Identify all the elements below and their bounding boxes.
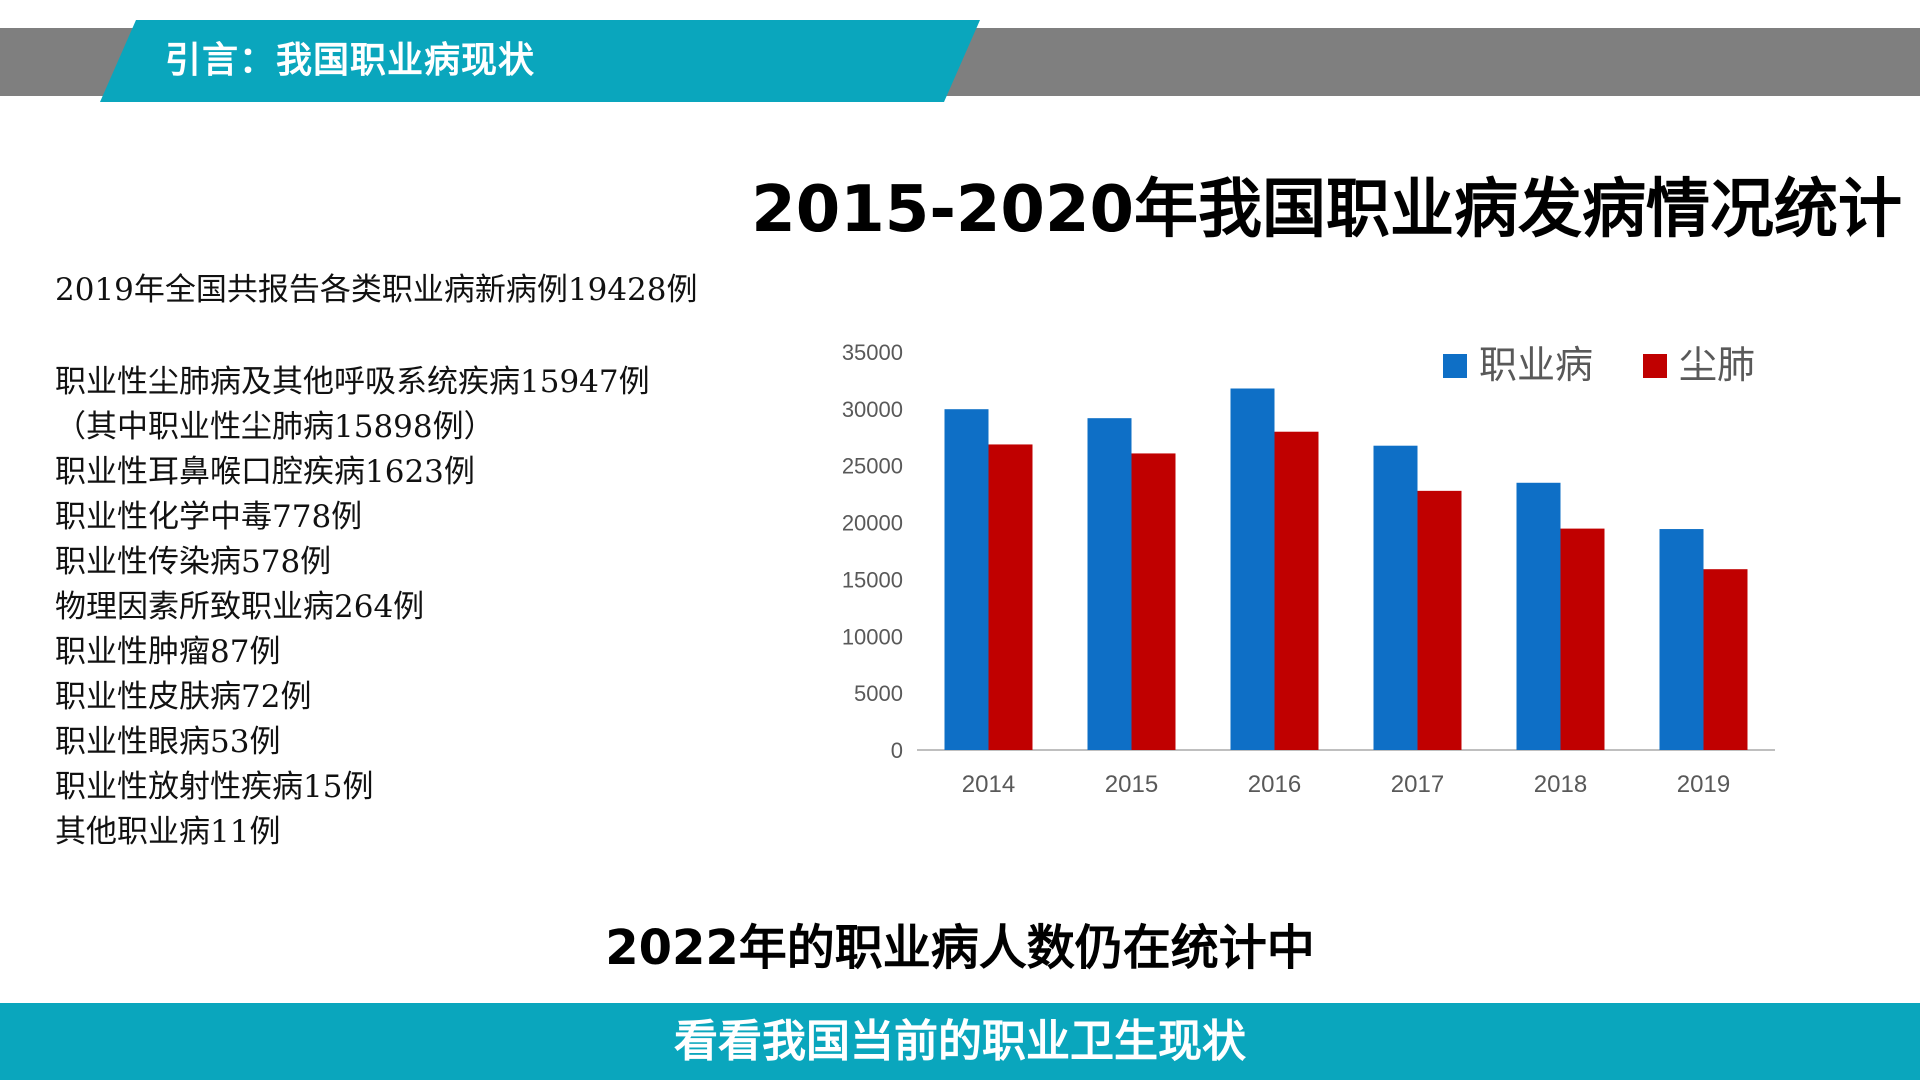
x-tick-label: 2015 (1105, 771, 1158, 798)
x-tick-label: 2017 (1391, 771, 1444, 798)
footer-banner-band (0, 1003, 1920, 1080)
x-tick-label: 2018 (1534, 771, 1587, 798)
bar-occupational-disease (1516, 482, 1561, 750)
list-item: 职业性皮肤病72例 (55, 679, 312, 715)
y-tick-label: 0 (891, 738, 903, 763)
y-tick-label: 25000 (842, 454, 903, 479)
x-tick-label: 2016 (1248, 771, 1301, 798)
bar-pneumoconiosis (988, 444, 1033, 750)
list-item: 职业性传染病578例 (55, 544, 332, 580)
header-cyan-tab (100, 20, 980, 102)
section-title: 引言：我国职业病现状 (165, 40, 536, 81)
bar-chart-svg: 0 5000 10000 15000 20000 25000 30000 35000 2014 2… (842, 340, 1775, 798)
y-tick-label: 20000 (842, 511, 903, 536)
list-item: （其中职业性尘肺病15898例） (55, 409, 495, 445)
x-tick-label: 2019 (1677, 771, 1730, 798)
footer-banner-text: 看看我国当前的职业卫生现状 (674, 1016, 1246, 1067)
list-item: 职业性化学中毒778例 (55, 499, 363, 535)
list-item: 其他职业病11例 (55, 814, 281, 850)
x-tick-label: 2014 (962, 771, 1015, 798)
legend-swatch (1643, 354, 1667, 378)
bar-occupational-disease (1659, 529, 1704, 750)
legend-label: 职业病 (1479, 343, 1593, 387)
bar-pneumoconiosis (1560, 528, 1605, 750)
legend-swatch (1443, 354, 1467, 378)
footer-note: 2022年的职业病人数仍在统计中 (605, 920, 1315, 976)
y-tick-label: 35000 (842, 340, 903, 365)
bar-pneumoconiosis (1703, 569, 1748, 750)
list-item: 职业性肿瘤87例 (55, 634, 281, 670)
list-item: 物理因素所致职业病264例 (55, 589, 425, 625)
bar-pneumoconiosis (1274, 431, 1319, 750)
chart-heading: 2015-2020年我国职业病发病情况统计 (751, 173, 1902, 247)
y-tick-label: 5000 (854, 681, 903, 706)
list-item: 职业性耳鼻喉口腔疾病1623例 (55, 454, 475, 490)
y-tick-label: 10000 (842, 624, 903, 649)
list-item: 职业性尘肺病及其他呼吸系统疾病15947例 (55, 364, 650, 400)
bar-occupational-disease (1230, 388, 1275, 750)
list-item: 职业性放射性疾病15例 (55, 769, 374, 805)
y-tick-label: 15000 (842, 567, 903, 592)
y-tick-label: 30000 (842, 397, 903, 422)
list-item: 职业性眼病53例 (55, 724, 281, 760)
bar-pneumoconiosis (1417, 490, 1462, 750)
bar-occupational-disease (1373, 445, 1418, 750)
breakdown-list: 职业性尘肺病及其他呼吸系统疾病15947例 （其中职业性尘肺病15898例） 职… (55, 360, 650, 855)
legend-label: 尘肺 (1679, 343, 1755, 387)
bar-pneumoconiosis (1131, 453, 1176, 750)
bar-occupational-disease (1087, 418, 1132, 750)
summary-text: 2019年全国共报告各类职业病新病例19428例 (55, 272, 698, 308)
bar-occupational-disease (944, 409, 989, 750)
bar-chart: 0 5000 10000 15000 20000 25000 30000 35000 2014 2… (820, 330, 1820, 810)
